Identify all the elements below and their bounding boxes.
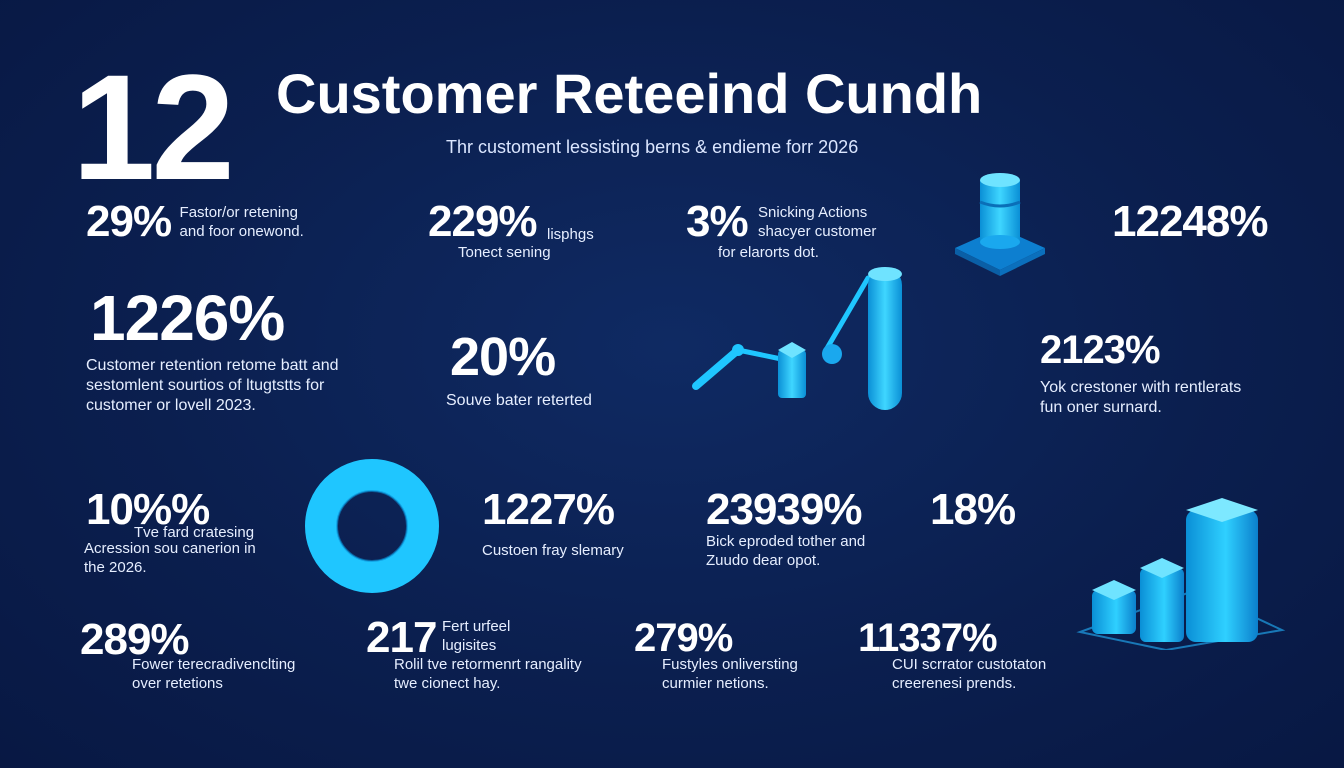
stat-card-s6: 20%	[450, 327, 556, 387]
stat-line: the 2026.	[84, 558, 147, 576]
stat-line: Yok crestoner with rentlerats	[1040, 379, 1242, 396]
stat-value: 29%	[86, 197, 172, 246]
stat-description: Yok crestoner with rentlerats fun oner s…	[1040, 378, 1241, 418]
ring-donut-graphic	[302, 456, 442, 596]
stat-line: over retetions	[132, 674, 223, 692]
stat-card-s13: 217	[366, 613, 437, 662]
stat-description: Customer retention retome batt and sesto…	[86, 356, 339, 416]
stat-line: creerenesi prends.	[892, 674, 1017, 692]
stat-line: Rolil tve retormenrt rangality	[394, 656, 582, 673]
stat-card-s15: 11337%	[858, 616, 998, 660]
bar-chart-3d-graphic	[1076, 490, 1286, 650]
stat-line: customer or lovell 2023.	[86, 397, 256, 414]
line-chart-3d-graphic	[686, 258, 916, 418]
stat-line: Snicking Actions	[758, 204, 868, 221]
stat-description: Fert urfeel lugisites	[442, 618, 510, 656]
stat-line: sestomlent sourtios of ltugtstts for	[86, 377, 325, 394]
stat-description: Bick eproded tother and Zuudo dear opot.	[706, 533, 865, 571]
stat-description: Acression sou canerion in the 2026.	[84, 540, 256, 578]
stat-card-s8: 10%%	[86, 485, 210, 534]
stat-line: fun oner surnard.	[1040, 399, 1162, 416]
stat-line: Fustyles onliversting	[662, 656, 798, 673]
stat-description: Fustyles onliversting curmier netions.	[662, 656, 798, 694]
stat-description: lisphgs	[547, 226, 594, 243]
stat-line: shacyer customer	[758, 222, 877, 240]
stat-line: curmier netions.	[662, 674, 769, 692]
stat-line: twe cionect hay.	[394, 674, 501, 692]
stat-line: Fower terecradivenclting	[132, 656, 296, 673]
stat-card-s1: 29% Fastor/or retening and foor onewond.	[86, 200, 304, 244]
stat-description: Tve fard cratesing	[134, 524, 255, 541]
stat-value: 229%	[428, 197, 538, 246]
stat-line: Zuudo dear opot.	[706, 551, 821, 569]
stat-description: for elarorts dot.	[718, 244, 819, 261]
stat-card-s11: 18%	[930, 485, 1016, 534]
stat-description: Custoen fray slemary	[482, 542, 624, 559]
stat-description: CUI scrrator custotaton creerenesi prend…	[892, 656, 1046, 694]
stat-card-s9: 1227%	[482, 485, 615, 534]
stat-line: Bick eproded tother and	[706, 533, 866, 550]
stat-description: Tonect sening	[458, 244, 551, 261]
stat-line: CUI scrrator custotaton	[892, 656, 1047, 673]
page-subtitle: Thr customent lessisting berns & endieme…	[446, 137, 859, 157]
stat-card-s2: 229% lisphgs	[428, 200, 594, 245]
stat-card-s14: 279%	[634, 616, 733, 660]
cylinder-pedestal-icon	[950, 170, 1050, 280]
stat-line: Fastor/or retening	[179, 204, 298, 221]
stat-line: and foor onewond.	[179, 222, 304, 240]
stat-card-s10: 23939%	[706, 485, 862, 534]
stat-card-s12: 289%	[80, 615, 190, 664]
stat-line: Fert urfeel	[442, 618, 511, 635]
stat-value: 3%	[686, 197, 749, 246]
hero-number: 12	[72, 43, 235, 211]
stat-card-s5: 1226%	[90, 282, 285, 354]
stat-description: Fastor/or retening and foor onewond.	[180, 204, 304, 242]
stat-description: Souve bater reterted	[446, 392, 592, 409]
stat-card-s7: 2123%	[1040, 328, 1161, 372]
stat-line: Acression sou canerion in	[84, 540, 256, 557]
stat-card-s4: 12248%	[1112, 197, 1268, 246]
stat-line: Customer retention retome batt and	[86, 357, 339, 374]
stat-description: Snicking Actions shacyer customer	[758, 204, 876, 242]
page-title: Customer Reteeind Cundh	[276, 62, 983, 125]
stat-description: Rolil tve retormenrt rangality twe cione…	[394, 656, 582, 694]
stat-line: lugisites	[442, 636, 497, 654]
stat-description: Fower terecradivenclting over retetions	[132, 656, 295, 694]
stat-card-s3: 3% Snicking Actions shacyer customer	[686, 200, 876, 244]
